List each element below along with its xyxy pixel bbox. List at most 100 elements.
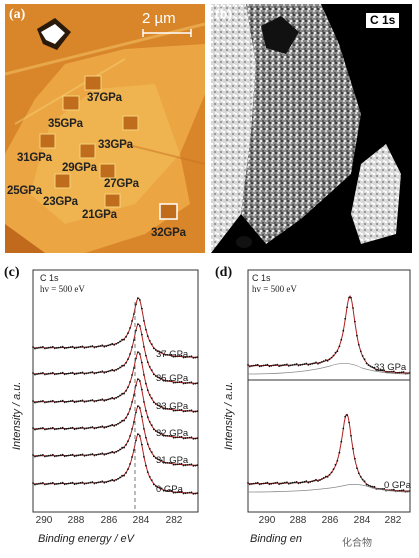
data-point xyxy=(71,399,74,402)
data-point xyxy=(103,481,106,484)
data-point xyxy=(170,379,173,382)
data-point xyxy=(319,362,321,364)
data-point xyxy=(38,372,40,375)
data-point xyxy=(330,471,333,474)
data-point xyxy=(350,434,352,437)
data-point xyxy=(402,371,405,373)
data-point xyxy=(252,364,255,367)
data-point xyxy=(117,341,119,344)
pressure-label-29: 29GPa xyxy=(62,162,97,174)
data-point xyxy=(260,365,263,367)
data-point xyxy=(282,364,284,367)
data-point xyxy=(317,362,319,365)
data-point xyxy=(192,357,195,359)
data-point xyxy=(262,364,265,367)
data-point xyxy=(61,399,64,402)
data-point xyxy=(352,307,354,309)
data-point xyxy=(85,346,88,349)
data-point xyxy=(256,481,259,484)
data-point xyxy=(166,435,169,437)
data-point xyxy=(135,329,137,332)
data-point xyxy=(61,426,64,429)
data-point xyxy=(53,373,56,376)
data-point xyxy=(111,450,114,453)
data-point xyxy=(162,434,165,437)
data-point xyxy=(289,482,292,485)
data-point xyxy=(95,346,98,348)
data-point xyxy=(309,481,312,483)
data-point xyxy=(42,372,44,374)
data-point xyxy=(42,454,44,456)
data-point xyxy=(162,353,165,356)
data-point xyxy=(154,375,157,377)
data-point xyxy=(354,457,356,460)
data-point xyxy=(105,453,108,455)
data-point xyxy=(176,381,179,384)
data-point xyxy=(95,400,98,402)
data-point xyxy=(194,356,197,359)
data-point xyxy=(297,364,300,367)
data-point xyxy=(166,462,169,464)
data-point xyxy=(125,335,127,338)
data-point xyxy=(291,364,294,366)
data-point xyxy=(93,400,96,403)
data-point xyxy=(152,483,155,486)
data-point xyxy=(57,372,60,375)
trace-label-33: 33 GPa xyxy=(374,362,407,373)
data-point xyxy=(344,317,347,320)
data-point xyxy=(322,360,325,362)
data-point xyxy=(113,370,116,372)
data-point xyxy=(188,381,191,384)
data-point xyxy=(371,366,374,368)
data-point xyxy=(286,363,288,366)
data-point xyxy=(137,297,139,300)
pressure-label-31: 31GPa xyxy=(17,152,52,164)
data-point xyxy=(131,374,133,376)
data-point xyxy=(172,381,175,384)
data-point xyxy=(44,401,46,404)
data-point xyxy=(103,399,106,402)
data-point xyxy=(131,320,133,322)
data-point xyxy=(107,425,110,428)
data-point xyxy=(328,474,331,476)
data-point xyxy=(123,338,125,341)
data-point xyxy=(46,483,48,485)
data-point xyxy=(107,370,110,373)
data-point xyxy=(293,363,296,366)
data-point xyxy=(150,424,153,426)
data-point xyxy=(196,437,199,440)
data-point xyxy=(371,485,374,488)
data-point xyxy=(93,372,96,375)
data-point xyxy=(156,404,159,406)
data-point xyxy=(146,361,149,364)
data-point xyxy=(196,410,199,413)
data-point xyxy=(373,366,376,369)
data-point xyxy=(174,381,177,384)
data-point xyxy=(156,376,159,378)
data-point xyxy=(53,401,56,404)
data-point xyxy=(44,483,46,486)
data-point xyxy=(152,455,155,458)
data-point xyxy=(127,413,129,415)
data-point xyxy=(148,448,151,450)
x-tick: 290 xyxy=(35,515,53,526)
data-point xyxy=(115,451,118,453)
data-point xyxy=(89,426,92,429)
data-point xyxy=(87,400,90,402)
data-point xyxy=(301,481,304,484)
data-point xyxy=(141,388,143,391)
data-point xyxy=(91,426,94,428)
data-point xyxy=(89,399,92,402)
data-point xyxy=(81,453,84,456)
data-point xyxy=(131,401,133,403)
data-point xyxy=(137,323,139,326)
data-point xyxy=(55,373,58,375)
data-point xyxy=(168,490,171,492)
data-point xyxy=(103,426,106,429)
data-point xyxy=(109,397,112,400)
data-point xyxy=(190,409,193,412)
data-point xyxy=(381,369,383,372)
data-point xyxy=(176,409,179,412)
data-point xyxy=(79,371,82,374)
data-point xyxy=(180,462,183,465)
